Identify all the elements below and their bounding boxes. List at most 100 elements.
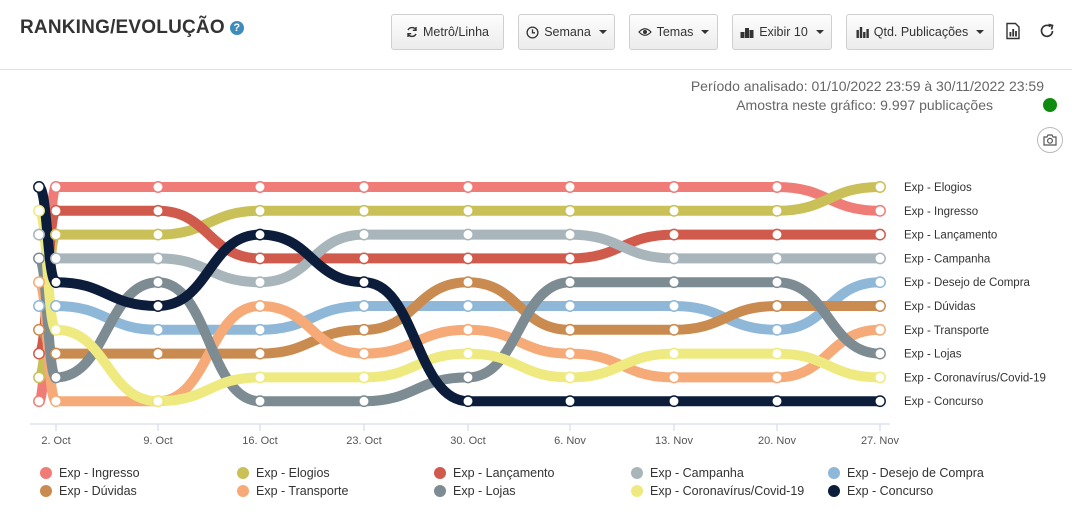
data-point[interactable] (771, 371, 783, 384)
data-point[interactable] (33, 252, 45, 265)
data-point[interactable] (874, 252, 886, 265)
series-line[interactable] (34, 253, 885, 407)
data-point[interactable] (668, 300, 680, 312)
data-point[interactable] (668, 181, 680, 193)
temas-dropdown[interactable]: Temas (629, 14, 718, 50)
data-point[interactable] (33, 323, 45, 336)
data-point[interactable] (358, 323, 370, 336)
data-point[interactable] (254, 252, 266, 265)
data-point[interactable] (33, 371, 45, 384)
data-point[interactable] (874, 347, 886, 360)
semana-dropdown[interactable]: Semana (518, 14, 615, 50)
data-point[interactable] (874, 371, 886, 384)
data-point[interactable] (668, 347, 680, 360)
help-icon[interactable]: ? (229, 21, 244, 35)
data-point[interactable] (33, 395, 45, 408)
data-point[interactable] (50, 204, 62, 217)
data-point[interactable] (33, 204, 45, 217)
data-point[interactable] (771, 181, 783, 193)
data-point[interactable] (254, 228, 266, 241)
legend-item[interactable]: Exp - Coronavírus/Covid-19 (631, 483, 828, 498)
data-point[interactable] (564, 347, 576, 360)
data-point[interactable] (564, 395, 576, 408)
data-point[interactable] (50, 181, 62, 193)
data-point[interactable] (771, 228, 783, 241)
data-point[interactable] (771, 252, 783, 265)
data-point[interactable] (358, 347, 370, 360)
data-point[interactable] (564, 252, 576, 265)
legend-item[interactable]: Exp - Campanha (631, 465, 828, 480)
data-point[interactable] (874, 395, 886, 408)
data-point[interactable] (874, 300, 886, 312)
data-point[interactable] (152, 395, 164, 408)
data-point[interactable] (771, 300, 783, 312)
data-point[interactable] (462, 300, 474, 312)
data-point[interactable] (358, 252, 370, 265)
data-point[interactable] (152, 276, 164, 289)
data-point[interactable] (358, 204, 370, 217)
data-point[interactable] (152, 323, 164, 336)
data-point[interactable] (254, 181, 266, 193)
data-point[interactable] (771, 276, 783, 289)
data-point[interactable] (358, 395, 370, 408)
series-line[interactable] (34, 277, 885, 359)
data-point[interactable] (152, 252, 164, 265)
data-point[interactable] (254, 276, 266, 289)
data-point[interactable] (358, 276, 370, 289)
export-report-icon[interactable] (1004, 22, 1022, 40)
data-point[interactable] (668, 371, 680, 384)
data-point[interactable] (358, 371, 370, 384)
qtd-publicacoes-dropdown[interactable]: Qtd. Publicações (846, 14, 994, 50)
data-point[interactable] (50, 276, 62, 289)
legend-item[interactable]: Exp - Lojas (434, 483, 631, 498)
data-point[interactable] (668, 395, 680, 408)
data-point[interactable] (771, 323, 783, 336)
data-point[interactable] (358, 181, 370, 193)
data-point[interactable] (254, 204, 266, 217)
exibir-dropdown[interactable]: Exibir 10 (732, 14, 832, 50)
legend-item[interactable]: Exp - Lançamento (434, 465, 631, 480)
data-point[interactable] (462, 181, 474, 193)
data-point[interactable] (771, 395, 783, 408)
data-point[interactable] (254, 371, 266, 384)
data-point[interactable] (462, 395, 474, 408)
metro-linha-button[interactable]: Metrô/Linha (391, 14, 504, 50)
data-point[interactable] (564, 371, 576, 384)
data-point[interactable] (874, 323, 886, 336)
data-point[interactable] (358, 228, 370, 241)
data-point[interactable] (668, 252, 680, 265)
data-point[interactable] (254, 347, 266, 360)
legend-item[interactable]: Exp - Desejo de Compra (828, 465, 1025, 480)
data-point[interactable] (771, 347, 783, 360)
data-point[interactable] (152, 347, 164, 360)
data-point[interactable] (874, 204, 886, 217)
legend-item[interactable]: Exp - Dúvidas (40, 483, 237, 498)
data-point[interactable] (564, 323, 576, 336)
data-point[interactable] (50, 252, 62, 265)
data-point[interactable] (462, 276, 474, 289)
data-point[interactable] (50, 323, 62, 336)
data-point[interactable] (33, 276, 45, 289)
series-line[interactable] (34, 229, 885, 288)
data-point[interactable] (874, 228, 886, 241)
data-point[interactable] (254, 323, 266, 336)
legend-item[interactable]: Exp - Transporte (237, 483, 434, 498)
data-point[interactable] (874, 181, 886, 193)
series-line[interactable] (34, 205, 885, 407)
data-point[interactable] (152, 204, 164, 217)
data-point[interactable] (462, 323, 474, 336)
data-point[interactable] (50, 347, 62, 360)
legend-item[interactable]: Exp - Ingresso (40, 465, 237, 480)
data-point[interactable] (564, 300, 576, 312)
data-point[interactable] (33, 228, 45, 241)
data-point[interactable] (462, 347, 474, 360)
data-point[interactable] (152, 181, 164, 193)
data-point[interactable] (564, 276, 576, 289)
data-point[interactable] (33, 300, 45, 312)
data-point[interactable] (668, 204, 680, 217)
data-point[interactable] (50, 228, 62, 241)
legend-item[interactable]: Exp - Concurso (828, 483, 1025, 498)
data-point[interactable] (254, 395, 266, 408)
series-line[interactable] (34, 277, 885, 335)
data-point[interactable] (33, 347, 45, 360)
